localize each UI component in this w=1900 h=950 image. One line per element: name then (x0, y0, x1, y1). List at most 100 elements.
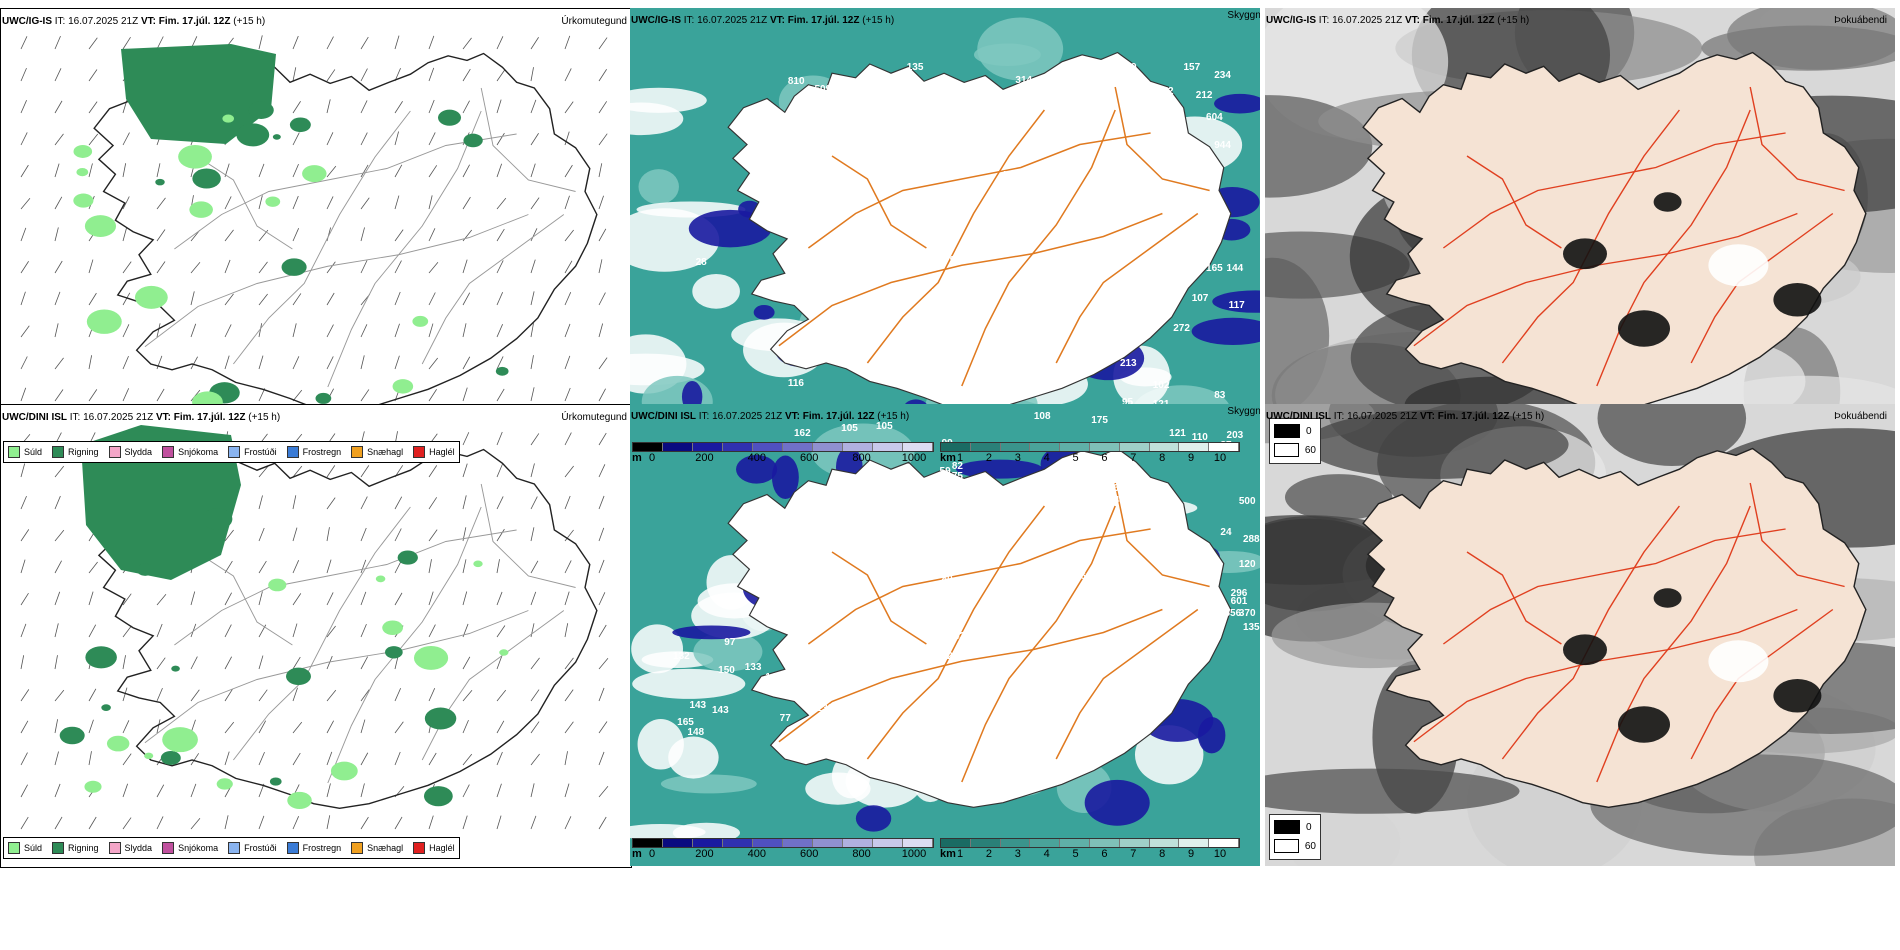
cloud-base-label: 39 (1085, 681, 1097, 692)
cloud-base-label: 107 (1192, 293, 1209, 304)
precip-cell (134, 285, 168, 309)
fog-index-panel: UWC/DINI ISL IT: 16.07.2025 21Z VT: Fim.… (1265, 404, 1895, 866)
cloud-base-label: 93 (942, 150, 954, 161)
road-line (1114, 482, 1210, 588)
visibility-colorbar: 1 2 3 4 5 6 7 8 9 10 km (940, 442, 1240, 464)
cloud-base-label: 42 (954, 631, 966, 642)
colorbar-tick: 8 (1159, 848, 1166, 860)
legend-swatch (413, 446, 426, 458)
cloud-base-label: 856 (1225, 608, 1242, 619)
colorbar-tick: 6 (1101, 848, 1108, 860)
cloud-base-label: 28 (696, 257, 708, 268)
colorbar-tick: 5 (1072, 848, 1079, 860)
colorbar-tick: 7 (1130, 848, 1137, 860)
colorbar-unit: km (940, 848, 956, 860)
road-line (1055, 608, 1199, 760)
precip-cell (192, 168, 221, 189)
cloud-base-label: 37 (966, 163, 978, 174)
fog-map (1265, 8, 1895, 470)
legend-swatch (286, 446, 299, 458)
precip-cell (106, 735, 130, 752)
precip-cell (330, 761, 358, 781)
cloud-base-label: 71 (972, 538, 984, 549)
it-value: 16.07.2025 21Z (712, 411, 783, 422)
fog-hotspot (1563, 634, 1607, 666)
precip-cell (281, 258, 307, 276)
fog-legend-low: 0 (1306, 425, 1312, 437)
legend-item: Snjókoma (162, 446, 218, 458)
panel-header: UWC/DINI ISL IT: 16.07.2025 21Z VT: Fim.… (2, 412, 280, 423)
cloud-base-label: 61 (1013, 514, 1025, 525)
low-cloud-area (736, 455, 778, 484)
it-label: IT: (698, 411, 710, 422)
fog-field (1265, 768, 1520, 814)
visibility-patch (693, 631, 763, 672)
colorbar-tick: 4 (1043, 848, 1050, 860)
precip-legend: Súld Rigning Slydda Snjókoma Frostúði Frostre… (3, 441, 460, 463)
cloud-base-label: 296 (1231, 588, 1248, 599)
legend-label: Frostúði (244, 843, 277, 853)
precip-cell (269, 777, 282, 786)
cloud-base-label: 303 (1145, 306, 1162, 317)
cloud-base-label: 132 (847, 237, 864, 248)
cloud-base-label: 108 (1034, 411, 1051, 422)
precip-cell (160, 750, 181, 765)
rain-area (81, 425, 241, 580)
cloud-map: 1081751621051051211108720399825975202163… (630, 404, 1260, 866)
precip-cell (201, 508, 233, 530)
colorbar-tick: 400 (747, 452, 766, 464)
cloud-base-label: 173 (841, 194, 858, 205)
legend-label: Snæhagl (367, 843, 404, 853)
road-line (174, 133, 517, 250)
fog-hotspot (1773, 678, 1822, 713)
cloud-base-label: 95 (950, 255, 962, 266)
road-line (1749, 86, 1845, 192)
cloud-base-label: 90 (860, 165, 872, 176)
road-line (778, 608, 1163, 743)
colorbar-tick: 1 (956, 452, 964, 464)
cloud-base-label: 56 (1007, 124, 1019, 135)
colorbar-tick: 2 (985, 848, 992, 860)
cloud-base-label: 63 (981, 515, 993, 526)
cloud-base-label: 159 (1167, 127, 1184, 138)
precip-cell (463, 133, 483, 148)
legend-item: Rigning (52, 446, 99, 458)
colorbar-tick: 200 (695, 848, 714, 860)
cloud-base-label: 272 (1173, 323, 1190, 334)
cloud-base-label: 135 (907, 62, 924, 73)
legend-item: Frostregn (286, 842, 342, 854)
precip-cell (73, 193, 94, 208)
model-name: UWC/IG-IS (631, 15, 681, 26)
road-line (807, 132, 1151, 249)
cloud-base-label: 97 (724, 637, 736, 648)
cloud-base-label: 500 (1239, 496, 1256, 507)
visibility-patch (637, 719, 684, 770)
lead-time: (+15 h) (248, 412, 281, 423)
iceland-outline (727, 51, 1232, 412)
vt-value: Fim. 17.júl. 12Z (787, 15, 860, 26)
cloud-base-label: 28 (1052, 709, 1064, 720)
legend-swatch (52, 842, 65, 854)
road-line (866, 109, 1046, 364)
colorbar-tick: 400 (747, 848, 766, 860)
precip-cell (76, 168, 89, 177)
lead-time: (+15 h) (877, 411, 910, 422)
cloud-base-label: 38 (1009, 349, 1021, 360)
legend-swatch (8, 446, 20, 458)
road-line (174, 529, 517, 646)
cloud-base-label: 117 (1229, 300, 1246, 311)
cloud-base-label: 150 (718, 665, 735, 676)
cloud-base-label: 49 (991, 197, 1003, 208)
legend-label: Rigning (68, 843, 99, 853)
cloud-base-label: 234 (1214, 70, 1231, 81)
precip-cell (397, 550, 418, 565)
legend-label: Frostregn (302, 843, 342, 853)
cloud-base-label: 370 (1239, 608, 1256, 619)
cloud-base-label: 36 (1042, 343, 1054, 354)
cloud-base-label: 91 (1079, 65, 1091, 76)
fog-field (1727, 8, 1895, 70)
cloud-base-label: 82 (952, 461, 964, 472)
fog-hotspot (1563, 238, 1607, 270)
cloud-base-label: 40 (1143, 294, 1155, 305)
legend-swatch (162, 842, 175, 854)
